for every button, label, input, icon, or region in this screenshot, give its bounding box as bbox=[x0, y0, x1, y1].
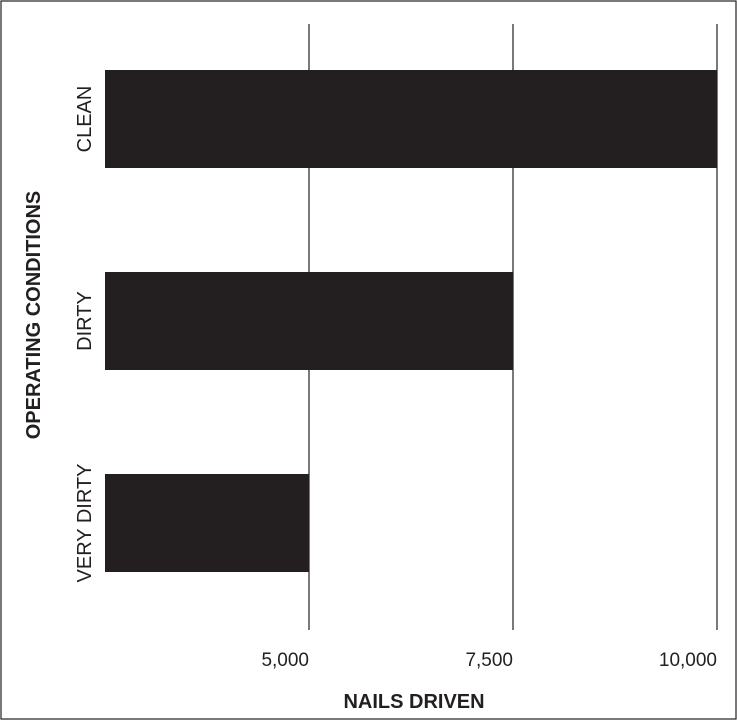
x-tick-label: 5,000 bbox=[261, 650, 309, 671]
category-label: CLEAN bbox=[74, 86, 96, 153]
bar bbox=[105, 272, 513, 370]
bar bbox=[105, 474, 309, 572]
category-label: VERY DIRTY bbox=[74, 464, 96, 583]
x-tick-label: 7,500 bbox=[465, 650, 513, 671]
category-label: DIRTY bbox=[74, 291, 96, 351]
x-tick-labels: 5,000 7,500 10,000 bbox=[261, 650, 717, 671]
bar bbox=[105, 70, 717, 168]
y-axis-title: OPERATING CONDITIONS bbox=[23, 191, 45, 440]
bars bbox=[105, 70, 717, 572]
x-tick-label: 10,000 bbox=[659, 650, 717, 671]
x-axis-title: NAILS DRIVEN bbox=[343, 691, 484, 713]
category-labels: CLEAN DIRTY VERY DIRTY bbox=[74, 86, 96, 583]
